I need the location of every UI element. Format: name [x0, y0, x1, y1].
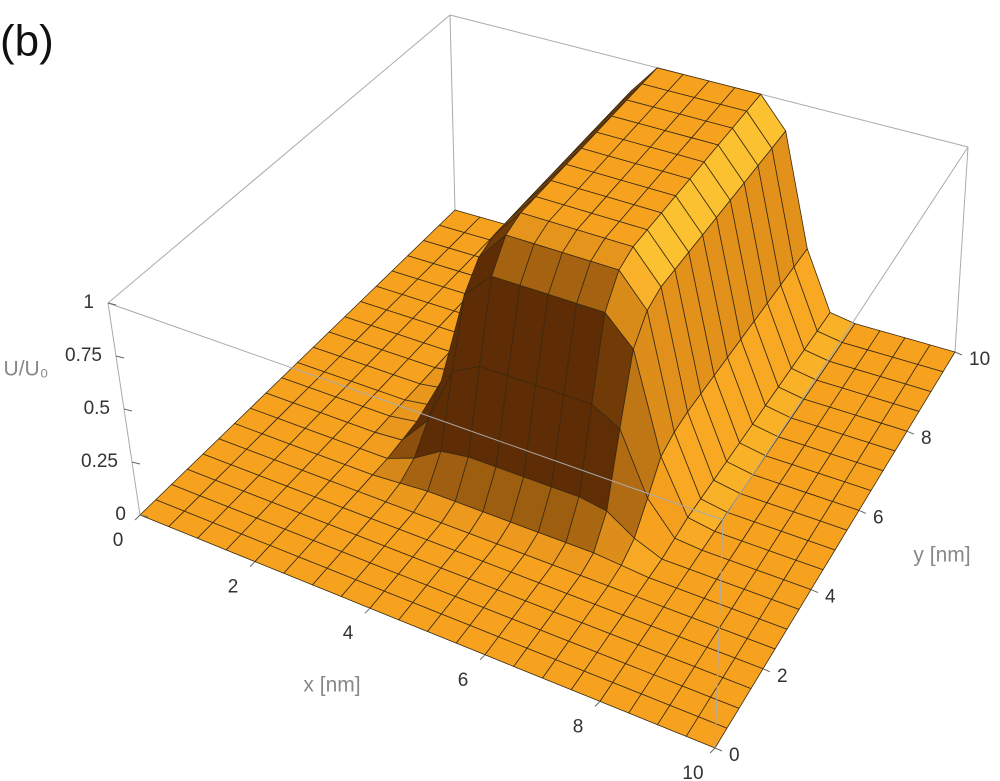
x-tick-label: 2	[228, 577, 239, 598]
box-edge	[449, 14, 456, 211]
z-tick-label: 0.25	[81, 451, 118, 472]
x-tick-label: 6	[458, 670, 469, 691]
z-tick	[139, 514, 149, 518]
x-tick-label: 10	[682, 763, 703, 781]
box-edge	[107, 14, 451, 304]
z-tick	[115, 355, 125, 359]
x-tick	[134, 514, 141, 521]
x-tick	[479, 654, 486, 661]
y-axis-label: y [nm]	[913, 544, 970, 567]
x-tick	[364, 607, 371, 614]
x-tick	[249, 561, 256, 567]
z-axis-label: U/U₀	[4, 358, 49, 381]
z-tick-label: 0	[115, 504, 126, 525]
y-tick	[906, 430, 915, 435]
x-tick-label: 8	[573, 716, 584, 737]
x-tick	[594, 701, 601, 707]
y-tick	[714, 747, 723, 752]
surface-patch	[685, 716, 728, 749]
y-tick-label: 8	[921, 428, 932, 449]
z-tick-label: 0.5	[84, 398, 110, 419]
box-edge	[722, 146, 969, 521]
z-tick-label: 0.75	[65, 345, 102, 366]
x-tick-label: 0	[113, 530, 124, 551]
box-edge	[954, 146, 969, 353]
z-tick	[107, 302, 117, 306]
z-tick	[131, 461, 141, 465]
z-tick-label: 1	[83, 292, 94, 313]
y-tick	[810, 589, 819, 594]
x-tick-label: 4	[343, 623, 354, 644]
y-tick-label: 10	[969, 349, 990, 370]
y-tick-label: 6	[873, 507, 884, 528]
box-edge	[714, 519, 724, 749]
y-tick	[858, 509, 867, 514]
y-tick-label: 2	[777, 666, 788, 687]
y-tick	[762, 668, 771, 673]
box-edge	[107, 302, 724, 521]
z-tick	[123, 408, 133, 412]
x-tick	[709, 747, 716, 754]
x-axis-label: x [nm]	[303, 674, 360, 697]
y-tick-label: 4	[825, 587, 836, 608]
y-tick-label: 0	[729, 745, 740, 766]
y-tick	[954, 351, 963, 356]
chart-title: (b)	[0, 17, 54, 66]
